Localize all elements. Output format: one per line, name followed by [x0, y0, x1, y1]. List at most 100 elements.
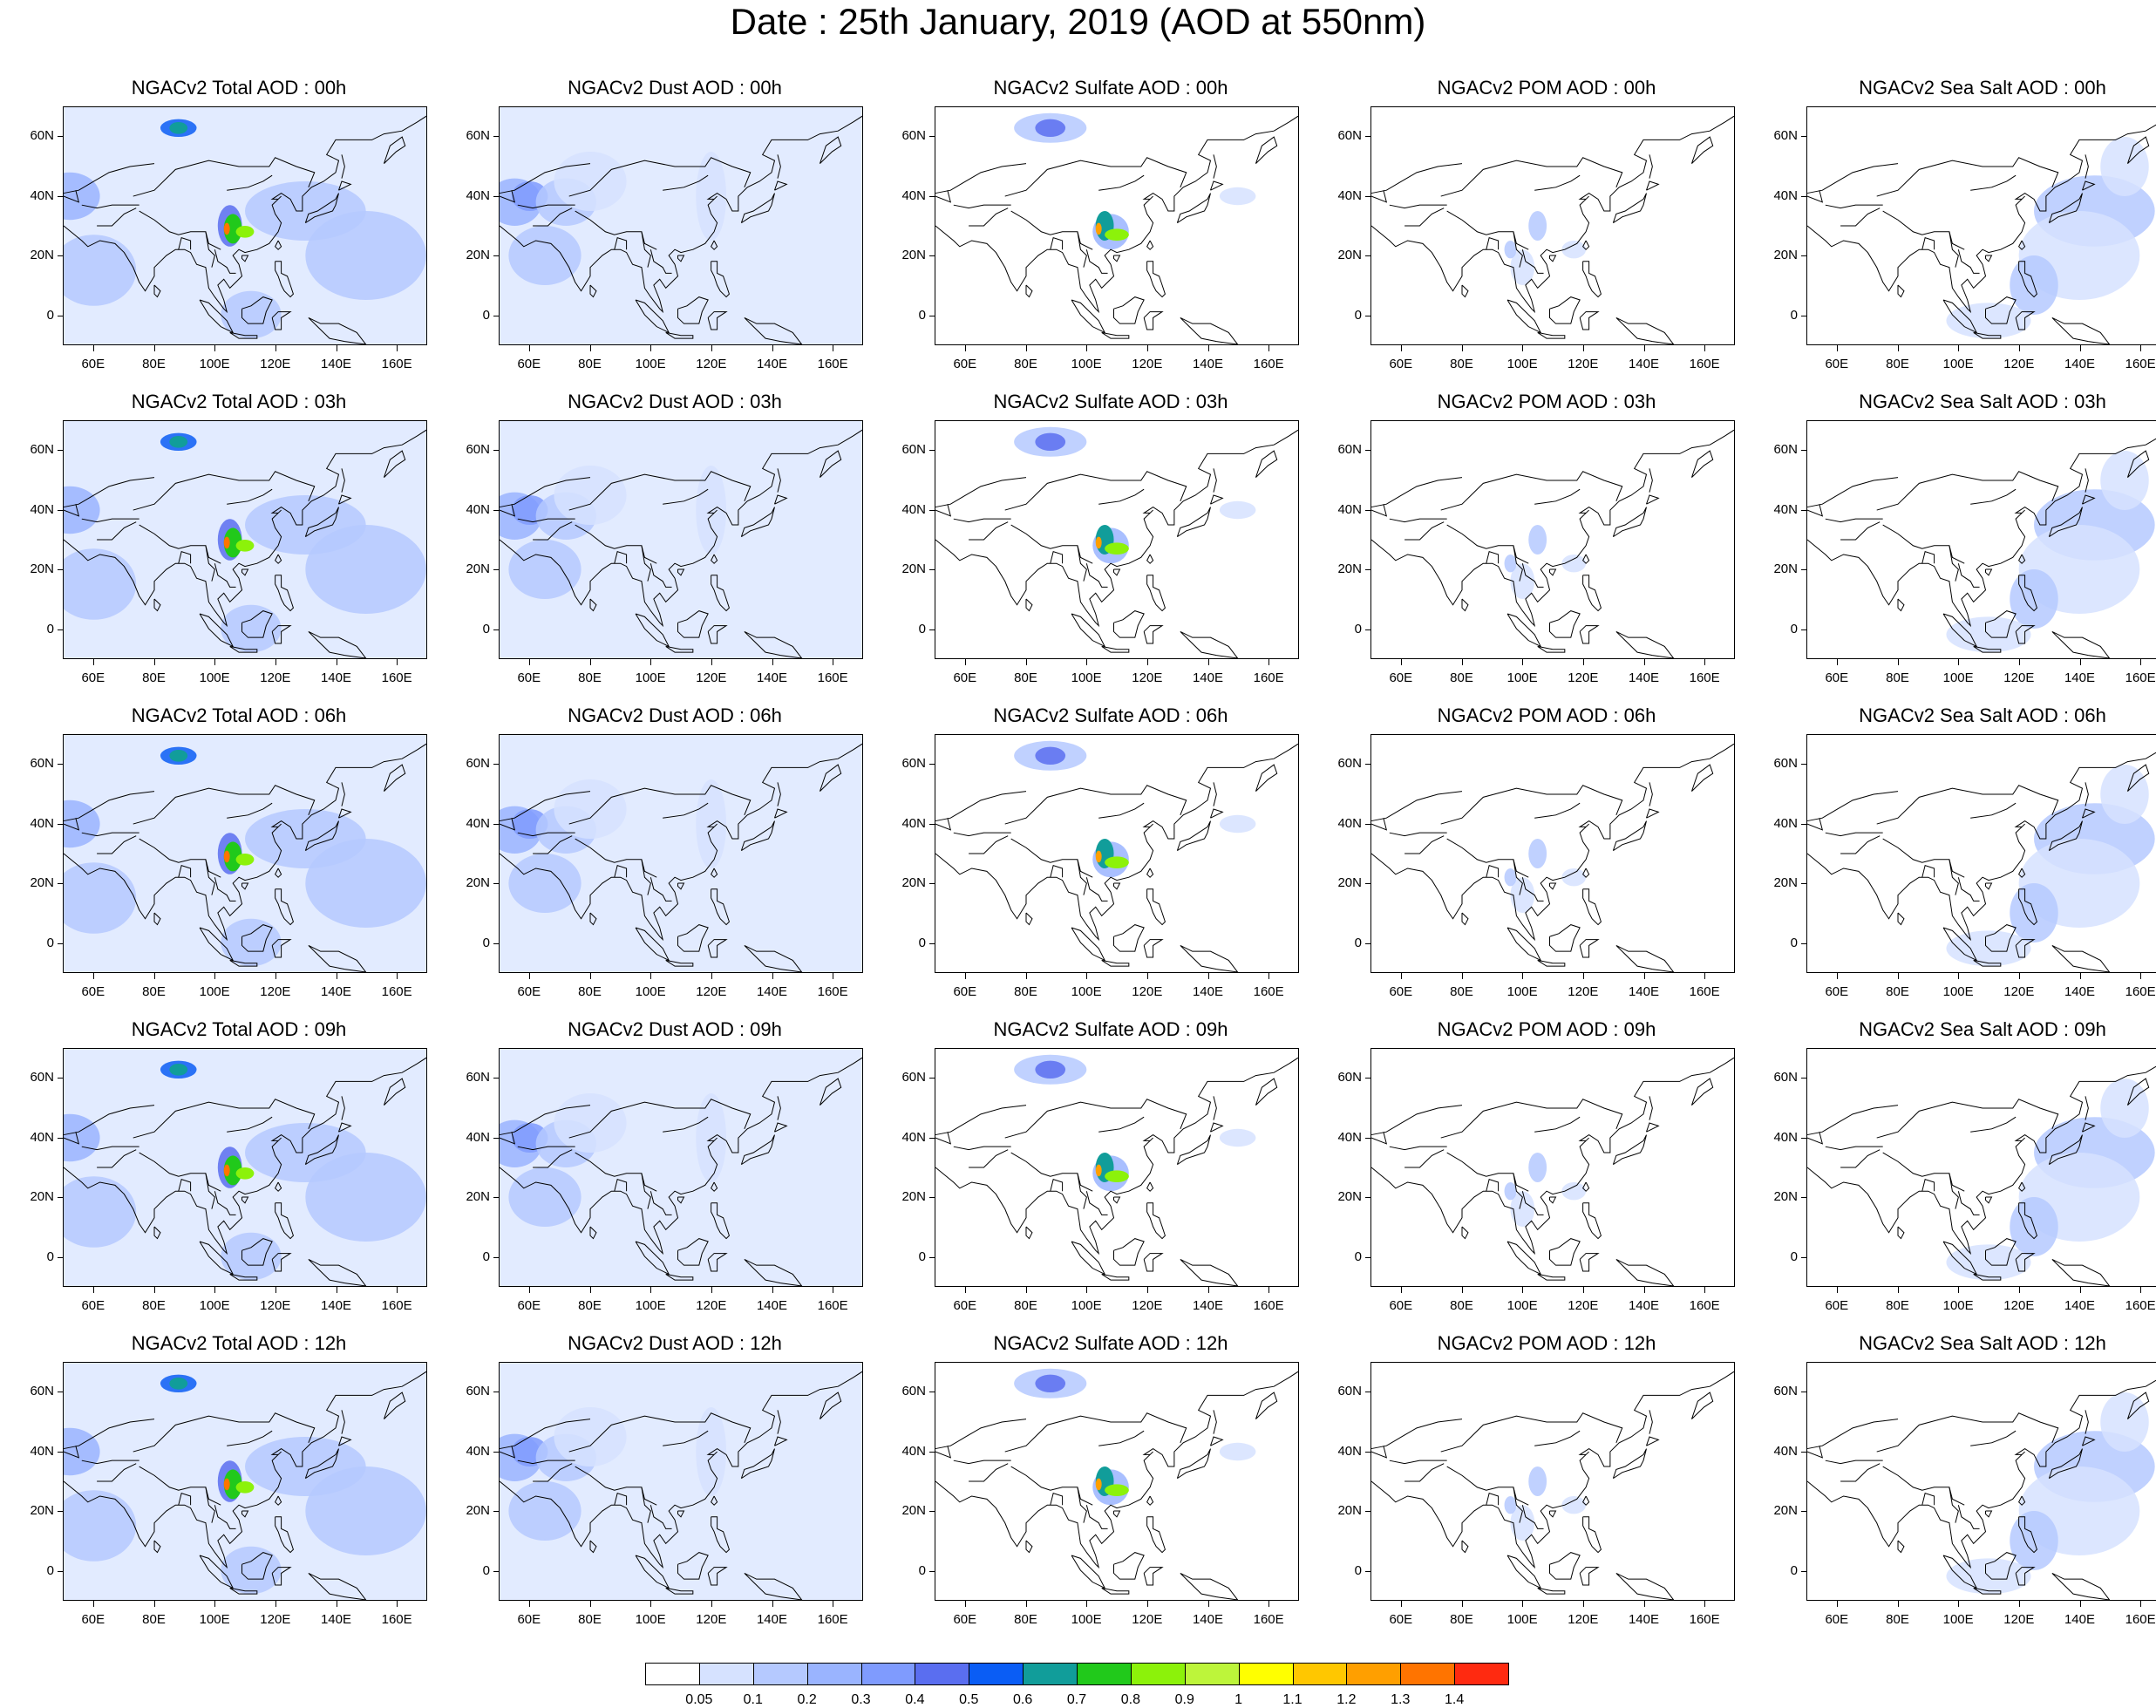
coastline	[1143, 1567, 1164, 1586]
coastline	[589, 912, 597, 926]
coastline	[133, 471, 316, 511]
lat-tick-label: 40N	[901, 1129, 926, 1145]
coastline	[338, 1122, 352, 1133]
coastline	[1389, 1460, 1447, 1465]
coastline	[214, 249, 236, 274]
coastline	[1085, 249, 1108, 274]
lon-tick-label: 100E	[199, 670, 230, 685]
lat-tick-label: 40N	[466, 1129, 490, 1145]
lat-tick-label: 60N	[1337, 442, 1362, 458]
colorbar-label: 0.7	[1066, 1692, 1087, 1707]
coastline	[383, 1078, 406, 1106]
coastline	[935, 115, 1298, 314]
panel-title: NGACv2 Dust AOD : 03h	[568, 391, 782, 412]
coastline	[744, 1572, 803, 1600]
lat-tick	[58, 1451, 63, 1453]
coastline	[1113, 568, 1121, 576]
lat-tick-label: 0	[482, 1249, 490, 1264]
lat-tick-label: 40N	[1773, 815, 1798, 831]
panel-title: NGACv2 Sulfate AOD : 09h	[993, 1018, 1228, 1040]
coastline	[1010, 838, 1093, 878]
coastline	[1825, 832, 1883, 837]
coastline	[1506, 613, 1542, 648]
coastline	[1071, 299, 1106, 334]
coastline	[229, 959, 258, 967]
lon-tick	[153, 1287, 155, 1293]
coastline	[1615, 1258, 1675, 1286]
coastline	[275, 554, 282, 564]
aod-plume	[1219, 814, 1256, 834]
lon-tick	[1400, 345, 1402, 351]
coastline	[1371, 163, 1463, 194]
lon-tick-label: 140E	[1628, 1612, 1660, 1627]
coastline	[1213, 154, 1217, 179]
coastline	[1050, 550, 1064, 564]
aod-plume	[223, 1469, 242, 1500]
lon-tick-label: 60E	[1825, 1298, 1849, 1313]
lat-tick-label: 60N	[901, 756, 926, 772]
lat-tick-label: 0	[1354, 935, 1362, 950]
lat-tick	[493, 1451, 499, 1453]
coastline	[271, 1567, 292, 1586]
coastline	[1582, 575, 1602, 612]
coastline	[1180, 1258, 1239, 1286]
coastline	[275, 1202, 295, 1240]
coastline	[1371, 791, 1463, 822]
coastline	[1612, 193, 1647, 224]
lon-tick	[1207, 659, 1209, 665]
aod-plume	[1095, 222, 1102, 235]
coastline	[1113, 1552, 1145, 1580]
lon-tick-label: 100E	[1506, 1612, 1538, 1627]
lat-tick	[493, 195, 499, 197]
coastline	[1255, 1392, 1278, 1419]
coastline	[1404, 208, 1445, 227]
coastline	[271, 939, 292, 958]
lon-tick-label: 80E	[1014, 1298, 1037, 1313]
aod-map	[1371, 115, 1734, 344]
lon-tick-label: 160E	[381, 1612, 412, 1627]
coastline	[2126, 764, 2150, 792]
coastline	[199, 927, 235, 962]
coastline	[178, 550, 192, 564]
lon-tick-label: 140E	[2064, 357, 2096, 371]
coastline	[1143, 625, 1164, 644]
coastline	[1807, 438, 2156, 628]
aod-plume	[508, 1167, 582, 1227]
coastline	[178, 236, 192, 250]
coastline	[777, 1096, 781, 1120]
lon-tick-label: 160E	[817, 1298, 848, 1313]
lon-tick	[711, 1601, 712, 1607]
coastline	[1549, 568, 1557, 576]
lat-tick-label: 40N	[901, 501, 926, 517]
coastline	[575, 210, 657, 250]
coastline	[1579, 1567, 1600, 1586]
lon-tick-label: 140E	[756, 1298, 788, 1313]
coastline	[308, 944, 367, 972]
lon-tick	[1400, 1601, 1402, 1607]
coastline	[178, 1178, 192, 1192]
coastline	[1807, 1132, 1824, 1145]
coastline	[589, 1540, 597, 1554]
lon-tick	[1146, 1601, 1148, 1607]
coastline	[139, 210, 221, 250]
coastline	[740, 193, 775, 224]
lat-tick-label: 40N	[901, 187, 926, 203]
coastline	[533, 1463, 573, 1482]
coastline	[665, 645, 694, 653]
lat-tick	[1365, 136, 1370, 138]
lon-tick-label: 160E	[2125, 1298, 2156, 1313]
lon-tick	[650, 659, 652, 665]
lat-tick-label: 0	[482, 1562, 490, 1578]
coastline	[341, 1410, 345, 1434]
coastline	[229, 645, 258, 653]
coastline	[1534, 1430, 1581, 1446]
lat-tick	[1365, 255, 1370, 257]
coastline	[1176, 193, 1211, 224]
lon-tick-label: 100E	[1071, 1612, 1102, 1627]
panel-title: NGACv2 Dust AOD : 12h	[568, 1332, 782, 1354]
coastline	[1897, 284, 1905, 298]
coastline	[1176, 1134, 1211, 1166]
coastline	[241, 255, 249, 262]
coastline	[1371, 429, 1734, 628]
lon-tick	[1461, 1601, 1463, 1607]
